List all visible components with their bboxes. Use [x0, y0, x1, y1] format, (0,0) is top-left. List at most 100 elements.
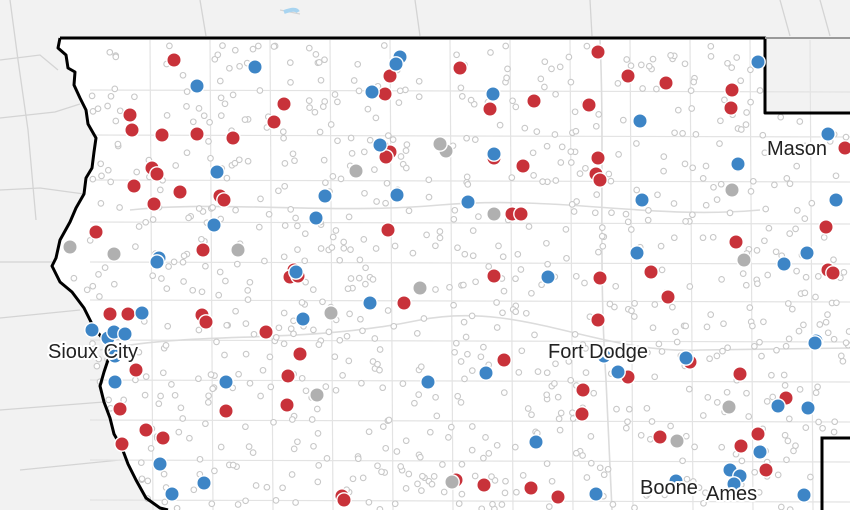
marker-red-13[interactable] [216, 192, 232, 208]
marker-blue-8[interactable] [820, 126, 836, 142]
marker-red-74[interactable] [733, 438, 749, 454]
marker-blue-53[interactable] [668, 473, 684, 489]
marker-gray-9[interactable] [309, 387, 325, 403]
marker-red-65[interactable] [825, 265, 841, 281]
marker-red-36[interactable] [452, 60, 468, 76]
marker-blue-6[interactable] [632, 113, 648, 129]
marker-red-37[interactable] [590, 44, 606, 60]
marker-gray-5[interactable] [432, 136, 448, 152]
marker-red-75[interactable] [652, 429, 668, 445]
marker-blue-5[interactable] [485, 86, 501, 102]
marker-blue-3[interactable] [189, 78, 205, 94]
marker-blue-25[interactable] [540, 269, 556, 285]
marker-gray-6[interactable] [486, 206, 502, 222]
result-markers[interactable] [62, 44, 850, 508]
marker-blue-37[interactable] [478, 365, 494, 381]
marker-blue-28[interactable] [84, 322, 100, 338]
marker-red-42[interactable] [482, 101, 498, 117]
marker-blue-19[interactable] [730, 156, 746, 172]
marker-red-60[interactable] [660, 289, 676, 305]
marker-red-7[interactable] [276, 96, 292, 112]
marker-gray-13[interactable] [669, 433, 685, 449]
marker-gray-12[interactable] [721, 399, 737, 415]
marker-red-55[interactable] [380, 222, 396, 238]
marker-red-56[interactable] [396, 295, 412, 311]
marker-blue-33[interactable] [107, 348, 123, 364]
marker-blue-26[interactable] [776, 256, 792, 272]
marker-red-73[interactable] [750, 426, 766, 442]
marker-red-24[interactable] [258, 324, 274, 340]
marker-blue-35[interactable] [218, 374, 234, 390]
marker-red-15[interactable] [88, 224, 104, 240]
marker-red-16[interactable] [195, 242, 211, 258]
marker-red-38[interactable] [620, 68, 636, 84]
marker-blue-56[interactable] [807, 335, 823, 351]
marker-blue-48[interactable] [726, 476, 742, 492]
marker-red-79[interactable] [550, 489, 566, 505]
marker-red-39[interactable] [658, 75, 674, 91]
marker-gray-7[interactable] [412, 280, 428, 296]
marker-red-71[interactable] [732, 366, 748, 382]
marker-blue-42[interactable] [800, 400, 816, 416]
marker-red-11[interactable] [172, 184, 188, 200]
marker-red-4[interactable] [189, 126, 205, 142]
marker-red-43[interactable] [724, 82, 740, 98]
marker-gray-0[interactable] [62, 239, 78, 255]
marker-blue-13[interactable] [317, 188, 333, 204]
marker-blue-54[interactable] [796, 487, 812, 503]
marker-red-31[interactable] [138, 422, 154, 438]
marker-blue-45[interactable] [752, 444, 768, 460]
marker-red-78[interactable] [523, 480, 539, 496]
marker-gray-1[interactable] [106, 246, 122, 262]
marker-red-61[interactable] [590, 312, 606, 328]
marker-blue-39[interactable] [610, 364, 626, 380]
marker-red-68[interactable] [574, 406, 590, 422]
marker-blue-11[interactable] [209, 164, 225, 180]
marker-red-50[interactable] [590, 150, 606, 166]
marker-red-10[interactable] [126, 178, 142, 194]
marker-red-26[interactable] [280, 368, 296, 384]
marker-gray-2[interactable] [230, 242, 246, 258]
marker-blue-55[interactable] [828, 192, 844, 208]
marker-blue-49[interactable] [152, 456, 168, 472]
marker-blue-40[interactable] [678, 350, 694, 366]
marker-blue-16[interactable] [460, 194, 476, 210]
marker-blue-27[interactable] [799, 245, 815, 261]
marker-gray-8[interactable] [323, 305, 339, 321]
marker-red-83[interactable] [837, 140, 850, 156]
marker-red-6[interactable] [266, 114, 282, 130]
marker-blue-21[interactable] [288, 264, 304, 280]
marker-blue-20[interactable] [149, 254, 165, 270]
marker-red-27[interactable] [128, 362, 144, 378]
marker-red-23[interactable] [198, 314, 214, 330]
marker-red-66[interactable] [496, 352, 512, 368]
marker-red-63[interactable] [818, 219, 834, 235]
marker-red-52[interactable] [592, 172, 608, 188]
marker-red-41[interactable] [581, 97, 597, 113]
marker-red-5[interactable] [225, 130, 241, 146]
marker-red-21[interactable] [120, 306, 136, 322]
marker-red-1[interactable] [122, 107, 138, 123]
marker-blue-31[interactable] [117, 326, 133, 342]
marker-red-40[interactable] [526, 93, 542, 109]
marker-blue-22[interactable] [362, 295, 378, 311]
marker-red-9[interactable] [149, 166, 165, 182]
marker-red-35[interactable] [377, 86, 393, 102]
marker-red-44[interactable] [723, 100, 739, 116]
marker-red-76[interactable] [758, 462, 774, 478]
marker-blue-9[interactable] [372, 137, 388, 153]
marker-blue-32[interactable] [134, 305, 150, 321]
marker-red-32[interactable] [155, 430, 171, 446]
marker-blue-52[interactable] [588, 486, 604, 502]
marker-red-57[interactable] [486, 268, 502, 284]
marker-blue-1[interactable] [388, 56, 404, 72]
marker-blue-23[interactable] [295, 311, 311, 327]
marker-blue-14[interactable] [308, 210, 324, 226]
marker-red-58[interactable] [592, 270, 608, 286]
marker-red-67[interactable] [575, 382, 591, 398]
marker-blue-50[interactable] [196, 475, 212, 491]
marker-red-29[interactable] [112, 401, 128, 417]
marker-blue-18[interactable] [206, 217, 222, 233]
